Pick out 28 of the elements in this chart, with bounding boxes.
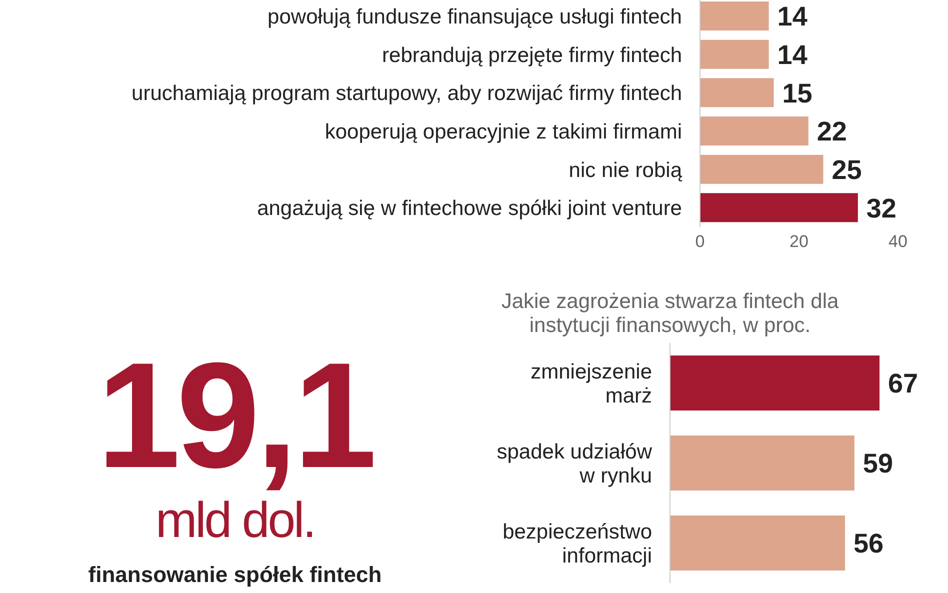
text: finansowanie spółek fintech xyxy=(87,562,383,588)
data-label: 32 xyxy=(866,193,896,224)
bar xyxy=(700,116,810,146)
data-label: 14 xyxy=(777,2,808,32)
data-label: 14 xyxy=(777,40,808,70)
category-label: bezpieczeństwo informacji xyxy=(502,520,652,568)
data-label: 22 xyxy=(816,116,847,147)
bar xyxy=(700,77,775,108)
x-tick-label: 20 xyxy=(790,232,808,252)
y-tick-label: rebrandują przejęte firmy fintech xyxy=(382,44,682,67)
category-label: zmniejszenie marż xyxy=(530,360,652,408)
x-tick-label: 0 xyxy=(695,232,705,252)
data-label: 67 xyxy=(888,368,918,399)
data-label: 59 xyxy=(862,448,893,479)
x-tick-label: 40 xyxy=(888,232,908,252)
data-label: 56 xyxy=(854,528,884,559)
data-label: 25 xyxy=(832,154,862,185)
y-tick-label: kooperują operacyjnie z takimi firmami xyxy=(324,120,682,144)
y-tick-label: uruchamiają program startupowy, aby rozwijać firmy fintech xyxy=(132,82,682,106)
chart-title: Jakie zagrożenia stwarza fintech dla instytucji finansowych, w proc. xyxy=(500,290,840,338)
bar xyxy=(700,192,859,224)
y-tick-label: angażują się w fintechowe spółki joint venture xyxy=(257,197,682,220)
y-tick-label: powołują fundusze finansujące usługi fintech xyxy=(268,6,682,29)
bar xyxy=(700,38,770,70)
y-tick-label: nic nie robią xyxy=(568,158,682,182)
data-label: 15 xyxy=(782,78,812,108)
bar xyxy=(700,154,824,185)
category-label: spadek udziałów w rynku xyxy=(496,440,652,488)
